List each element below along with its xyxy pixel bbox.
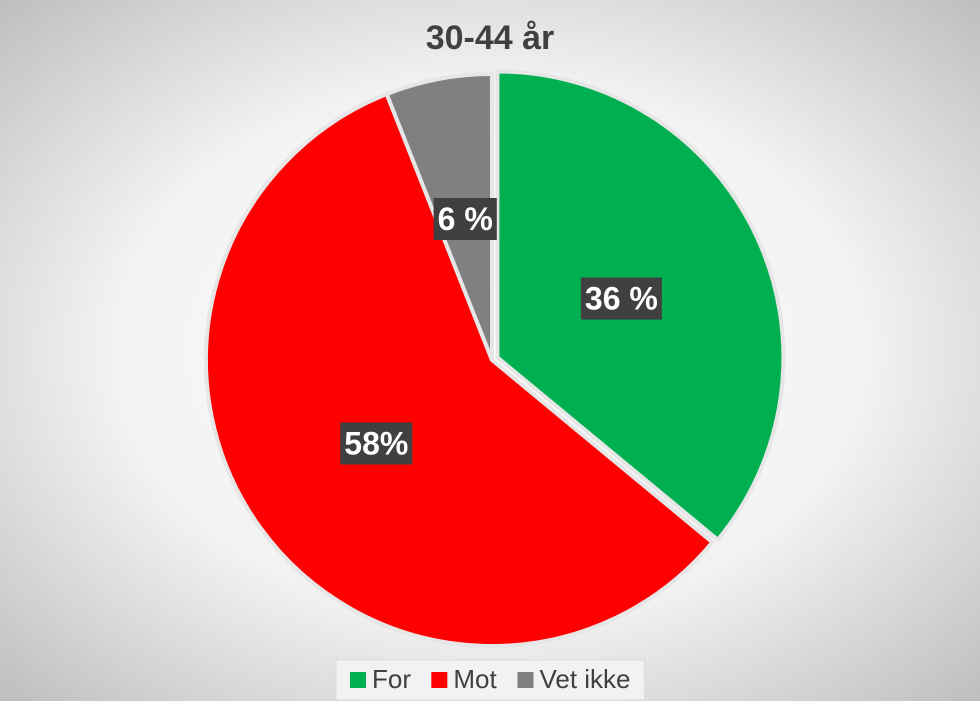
data-label-box — [433, 197, 497, 240]
legend-label: For — [372, 664, 411, 694]
chart-title: 30-44 år — [426, 19, 555, 57]
data-label-box — [580, 277, 662, 320]
legend-swatch — [431, 672, 448, 688]
legend-swatch — [517, 672, 534, 688]
data-label-box — [340, 422, 413, 465]
legend: For Mot Vet ikke — [335, 659, 646, 701]
legend-box — [335, 659, 646, 701]
data-label-text: 58% — [344, 426, 408, 462]
legend-label: Vet ikke — [539, 664, 630, 694]
data-label: 36 % — [580, 277, 662, 320]
legend-swatch — [350, 672, 366, 688]
data-label: 6 % — [433, 197, 497, 240]
data-label-text: 6 % — [438, 201, 493, 237]
legend-label: Mot — [453, 664, 497, 694]
data-label-text: 36 % — [585, 281, 658, 317]
data-label: 58% — [340, 422, 413, 465]
pie-slice — [204, 91, 716, 648]
